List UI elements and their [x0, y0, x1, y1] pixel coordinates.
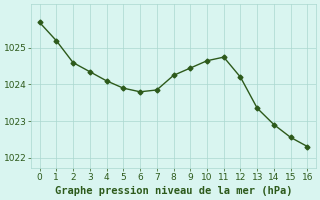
X-axis label: Graphe pression niveau de la mer (hPa): Graphe pression niveau de la mer (hPa) [55, 186, 292, 196]
